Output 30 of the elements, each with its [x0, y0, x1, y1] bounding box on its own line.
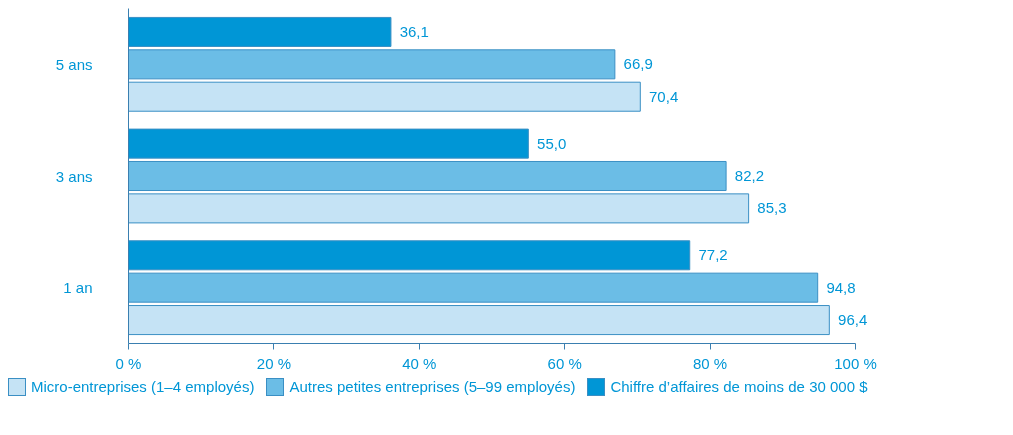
legend-label: Autres petites entreprises (5–99 employés) [289, 377, 576, 397]
data-label: 36,1 [399, 22, 429, 40]
bar [128, 49, 616, 80]
y-tick-label: 3 ans [55, 167, 93, 185]
x-tick-label: 100 % [834, 354, 877, 372]
data-label: 85,3 [757, 199, 787, 217]
data-label: 70,4 [649, 87, 679, 105]
data-label: 77,2 [698, 246, 728, 264]
bar [128, 193, 750, 224]
x-tick-label: 80 % [693, 354, 728, 372]
bar [128, 305, 830, 336]
bar [128, 128, 529, 159]
x-tick-label: 0 % [115, 354, 142, 372]
x-tick-label: 40 % [402, 354, 437, 372]
x-tick-label: 60 % [547, 354, 582, 372]
bar [128, 240, 691, 271]
y-tick-label: 5 ans [55, 55, 93, 73]
legend-label: Chiffre d’affaires de moins de 30 000 $ [610, 377, 868, 397]
x-tick-label: 20 % [256, 354, 292, 372]
bar [128, 272, 819, 303]
data-label: 94,8 [826, 278, 856, 296]
data-label: 96,4 [838, 311, 868, 329]
bar [128, 160, 727, 192]
data-label: 55,0 [537, 134, 567, 152]
data-label: 66,9 [623, 55, 653, 73]
legend-label: Micro-entreprises (1–4 employés) [31, 377, 255, 397]
bar [128, 16, 392, 47]
data-label: 82,2 [734, 167, 765, 184]
bar [128, 81, 641, 112]
y-tick-label: 1 an [63, 279, 93, 297]
